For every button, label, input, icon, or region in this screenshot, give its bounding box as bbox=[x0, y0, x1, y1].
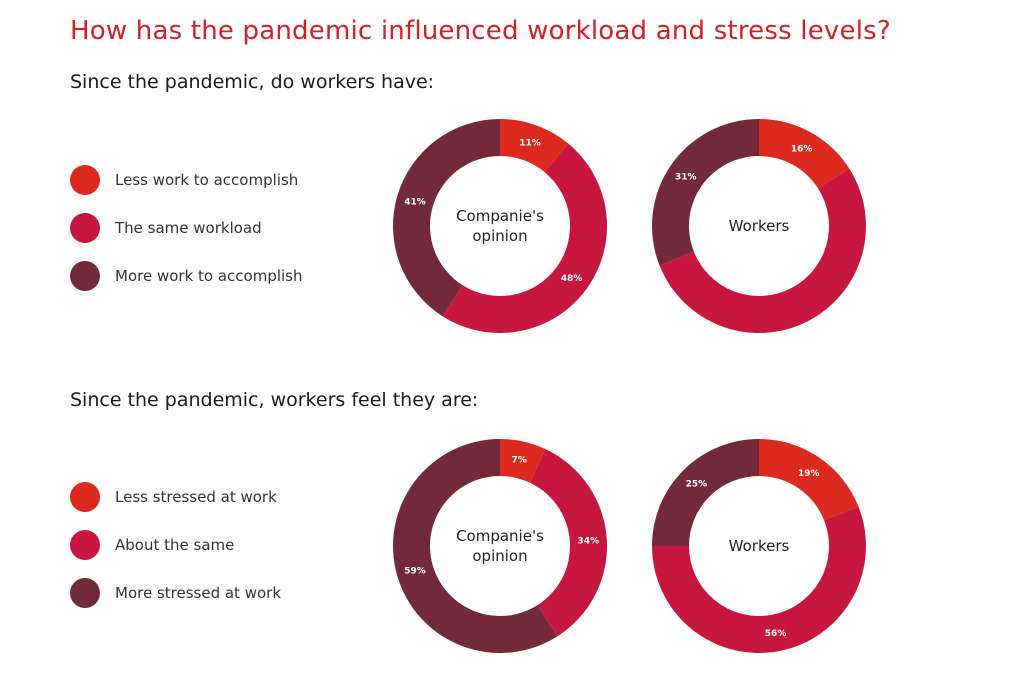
legend-label: More work to accomplish bbox=[115, 266, 303, 285]
donut-slice-same bbox=[442, 143, 607, 333]
slice-percent-label: 56% bbox=[765, 629, 787, 639]
slice-percent-label: 11% bbox=[519, 139, 541, 149]
slice-percent-label: 31% bbox=[675, 172, 697, 182]
slice-percent-label: 7% bbox=[512, 456, 527, 466]
legend-swatch-same bbox=[70, 529, 100, 560]
donut-slice-same bbox=[529, 449, 607, 637]
donut-svg: 16% 31% Workers bbox=[652, 119, 866, 334]
legend-label: About the same bbox=[115, 535, 235, 554]
legend-item-less: Less work to accomplish bbox=[70, 164, 303, 195]
slice-percent-label: 25% bbox=[686, 479, 708, 489]
donut-center-label: opinion bbox=[472, 227, 527, 245]
slice-percent-label: 48% bbox=[561, 274, 583, 284]
legend-item-same: The same workload bbox=[70, 212, 303, 243]
donut-slice-more bbox=[652, 439, 759, 546]
legend-label: More stressed at work bbox=[115, 583, 282, 602]
donut-slice-more bbox=[393, 119, 500, 317]
donut-chart-stress-companies: 7% 34% 59% Companie's opinion bbox=[392, 438, 608, 654]
donut-center-label: opinion bbox=[472, 547, 527, 565]
donut-chart-stress-workers: 19% 56% 25% Workers bbox=[651, 438, 867, 654]
legend-swatch-more bbox=[70, 260, 100, 291]
slice-percent-label: 59% bbox=[404, 567, 426, 577]
legend-item-more: More work to accomplish bbox=[70, 260, 303, 291]
donut-svg: 19% 56% 25% Workers bbox=[652, 439, 866, 653]
legend-label: The same workload bbox=[115, 218, 262, 237]
donut-center-label: Companie's bbox=[456, 527, 544, 545]
section-1-subtitle: Since the pandemic, do workers have: bbox=[70, 71, 435, 93]
donut-chart-workload-workers: 16% 31% Workers bbox=[651, 118, 867, 334]
donut-slice-less bbox=[500, 119, 569, 173]
donut-slice-less bbox=[759, 439, 859, 521]
donut-center-label: Workers bbox=[729, 537, 790, 555]
donut-svg: 7% 34% 59% Companie's opinion bbox=[392, 439, 607, 653]
donut-slice-less bbox=[500, 439, 546, 483]
legend-label: Less stressed at work bbox=[115, 487, 277, 506]
legend-item-less: Less stressed at work bbox=[70, 481, 281, 512]
section-2-subtitle: Since the pandemic, workers feel they ar… bbox=[70, 389, 479, 411]
donut-slice-less bbox=[759, 119, 850, 189]
donut-slice-more bbox=[392, 439, 558, 653]
donut-center-label: Workers bbox=[729, 217, 790, 235]
page-title: How has the pandemic influenced workload… bbox=[70, 16, 891, 46]
donut-slice-same bbox=[659, 168, 866, 334]
legend-item-more: More stressed at work bbox=[70, 577, 281, 608]
donut-slice-same bbox=[652, 506, 866, 653]
donut-center-label: Companie's bbox=[456, 207, 544, 225]
slice-percent-label: 19% bbox=[798, 469, 820, 479]
legend-swatch-more bbox=[70, 577, 100, 608]
slice-percent-label: 41% bbox=[404, 197, 426, 207]
legend-label: Less work to accomplish bbox=[115, 170, 299, 189]
section-1-legend: Less work to accomplish The same workloa… bbox=[70, 164, 303, 308]
donut-slice-more bbox=[652, 119, 759, 266]
legend-swatch-same bbox=[70, 212, 100, 243]
legend-swatch-less bbox=[70, 164, 100, 195]
slice-percent-label: 34% bbox=[578, 536, 600, 546]
donut-chart-workload-companies: 11% 48% 41% Companie's opinion bbox=[392, 118, 608, 334]
legend-item-same: About the same bbox=[70, 529, 281, 560]
legend-swatch-less bbox=[70, 481, 100, 512]
slice-percent-label: 16% bbox=[791, 144, 813, 154]
section-2-legend: Less stressed at work About the same Mor… bbox=[70, 481, 281, 625]
donut-svg: 11% 48% 41% Companie's opinion bbox=[393, 119, 607, 333]
